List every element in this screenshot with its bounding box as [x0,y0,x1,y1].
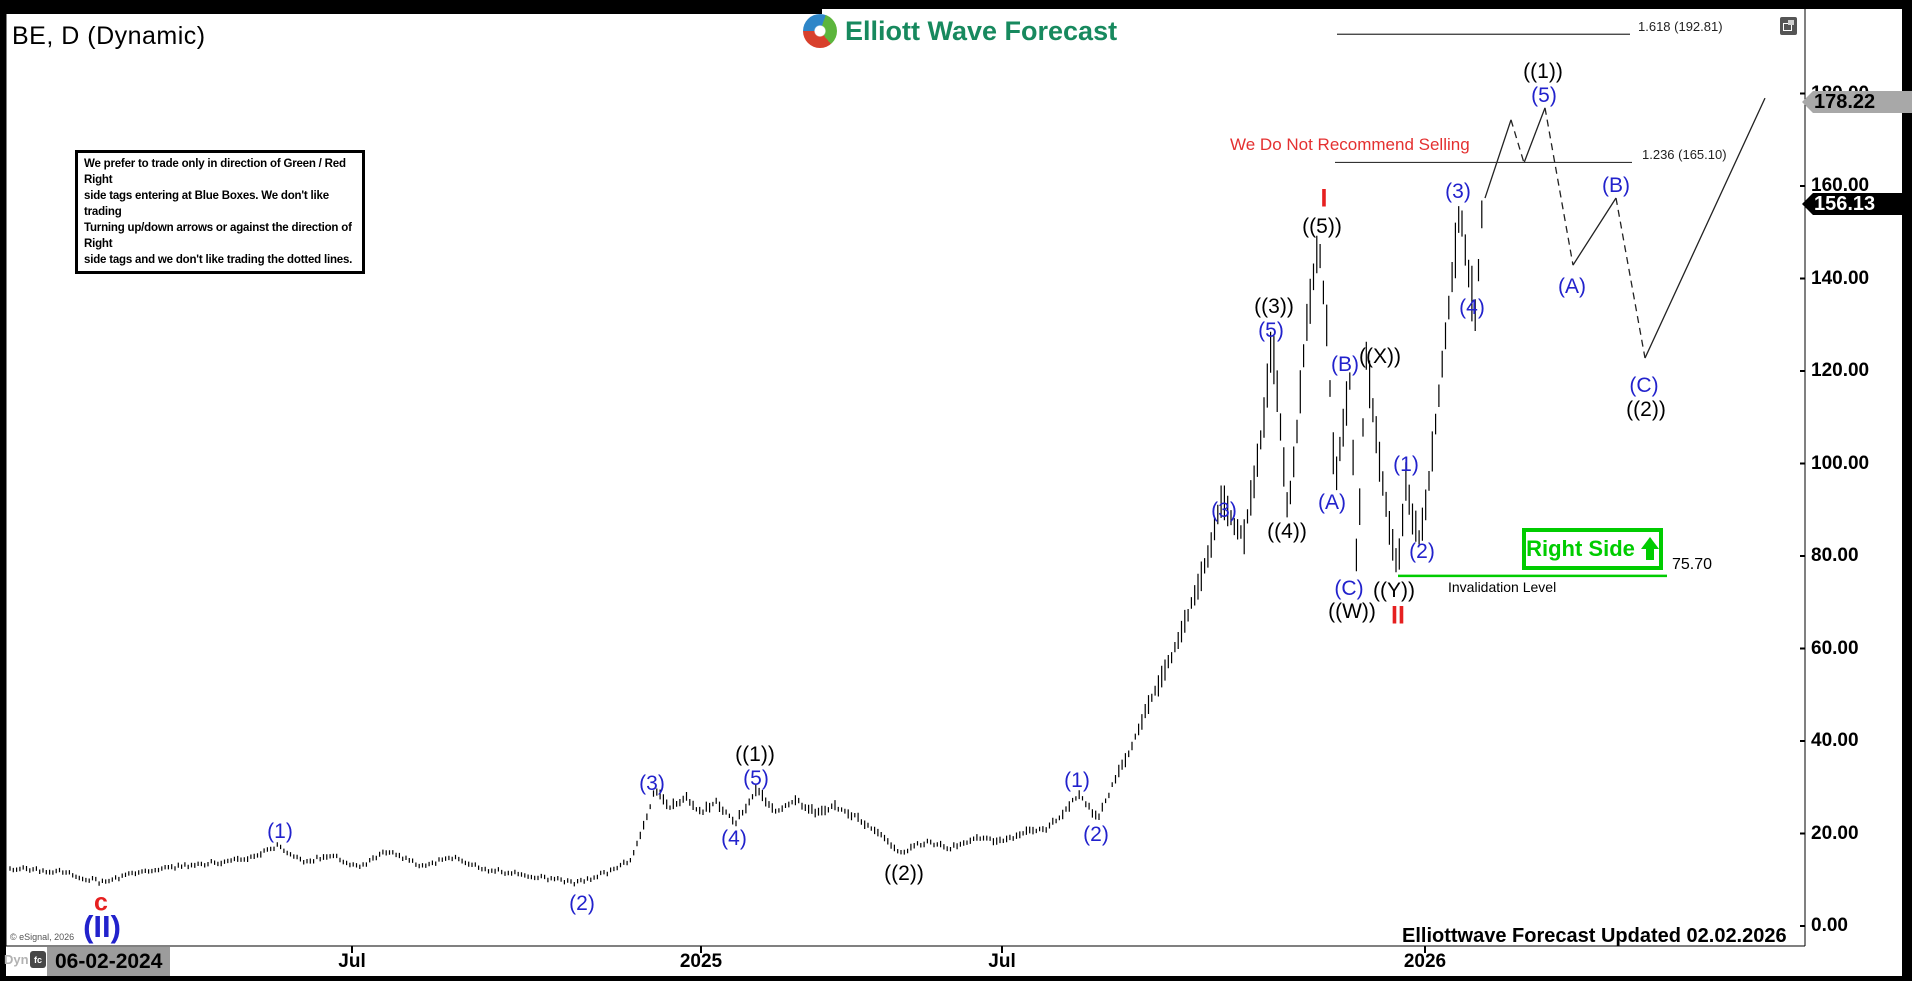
frame-top-right [822,0,1912,9]
y-axis-label-80.00: 80.00 [1811,545,1859,566]
wave-label-(B): (B) [1331,353,1359,376]
y-axis-label-160.00: 160.00 [1811,175,1870,196]
symbol-title: BE, D (Dynamic) [12,22,206,50]
disclaimer-line-3: Turning up/down arrows or against the di… [84,222,352,250]
wave-label-((1)): ((1)) [735,743,775,766]
right-side-label: Right Side [1526,536,1635,561]
wave-label-(A): (A) [1558,275,1586,298]
wave-label-(2): (2) [1083,823,1109,846]
disclaimer-line-1: We prefer to trade only in direction of … [84,158,346,186]
wave-label-(5): (5) [1258,319,1284,342]
wave-label-((5)): ((5)) [1302,215,1342,238]
y-axis-label-0.00: 0.00 [1811,915,1848,936]
wave-label-(3): (3) [1211,499,1237,522]
high-target-price-badge: 178.22 [1802,91,1912,113]
wave-label-(A): (A) [1318,491,1346,514]
wave-label-c: c [94,888,108,917]
brand-logo-text: Elliott Wave Forecast [845,15,1118,46]
up-arrow-icon [1640,537,1659,561]
wave-label-(C): (C) [1629,374,1659,397]
esignal-credit: © eSignal, 2026 [10,932,75,942]
wave-label-(3): (3) [639,772,665,795]
wave-label-((2)): ((2)) [884,862,924,885]
wave-label-((W)): ((W)) [1328,600,1376,623]
y-axis-label-100.00: 100.00 [1811,452,1870,474]
x-axis-label-Jul: Jul [338,951,366,972]
wave-label-(II): (II) [83,909,121,944]
wave-label-(2): (2) [569,892,595,915]
fib-1618-label: 1.618 (192.81) [1638,19,1723,34]
wave-label-((X)): ((X)) [1359,345,1401,368]
invalidation-price: 75.70 [1672,556,1713,573]
no-selling-warning: We Do Not Recommend Selling [1230,135,1470,154]
y-axis-label-20.00: 20.00 [1811,822,1859,844]
disclaimer-line-2: side tags entering at Blue Boxes. We don… [84,190,329,218]
x-axis-label-Jul: Jul [988,951,1016,972]
dyn-mode-label: Dyn [4,952,29,967]
wave-label-(2): (2) [1409,540,1435,563]
wave-label-(1): (1) [267,820,293,843]
restore-window-icon[interactable] [1780,17,1797,35]
wave-label-(B): (B) [1602,174,1630,197]
disclaimer-box: We prefer to trade only in direction of … [75,150,365,274]
frame-top-left [0,0,822,14]
y-axis-label-60.00: 60.00 [1811,637,1859,659]
y-axis-label-120.00: 120.00 [1811,360,1870,381]
brand-logo: Elliott Wave Forecast [803,14,1117,48]
wave-label-(1): (1) [1064,769,1090,792]
disclaimer-line-4: side tags and we don't like trading the … [84,254,353,266]
frame-left [0,0,6,981]
frame-bottom [0,976,1912,981]
last-price-badge: 156.13 [1802,193,1912,215]
wave-label-(4): (4) [721,827,747,850]
esignal-fc-icon: fc [30,951,46,968]
invalidation-label: Invalidation Level [1448,579,1557,595]
wave-label-(4): (4) [1459,296,1485,319]
wave-label-((2)): ((2)) [1626,398,1666,421]
x-axis-label-2025: 2025 [679,951,723,972]
wave-label-((4)): ((4)) [1267,520,1307,543]
wave-label-I: I [1320,184,1328,213]
wave-label-(5): (5) [743,767,769,790]
wave-label-((Y)): ((Y)) [1373,579,1415,602]
right-side-box: Right Side [1522,528,1663,570]
restore-window-glyph-back [1788,20,1794,25]
wave-label-(C): (C) [1334,577,1364,600]
elliott-wave-swirl-icon [803,14,837,48]
fib-1236-label: 1.236 (165.10) [1642,147,1727,162]
frame-right [1902,0,1912,981]
update-note: Elliottwave Forecast Updated 02.02.2026 [1402,925,1787,947]
y-axis-label-40.00: 40.00 [1811,730,1859,751]
wave-label-((3)): ((3)) [1254,295,1294,318]
y-axis-label-140.00: 140.00 [1811,267,1870,289]
wave-label-II: II [1391,601,1405,630]
wave-label-((1)): ((1)) [1523,60,1563,83]
first-bar-date-badge[interactable]: 06-02-2024 [47,947,171,976]
wave-label-(5): (5) [1531,84,1557,107]
x-axis-label-2026: 2026 [1403,951,1447,972]
restore-window-glyph [1783,23,1792,31]
wave-label-(1): (1) [1393,453,1419,476]
wave-label-(3): (3) [1445,180,1471,203]
